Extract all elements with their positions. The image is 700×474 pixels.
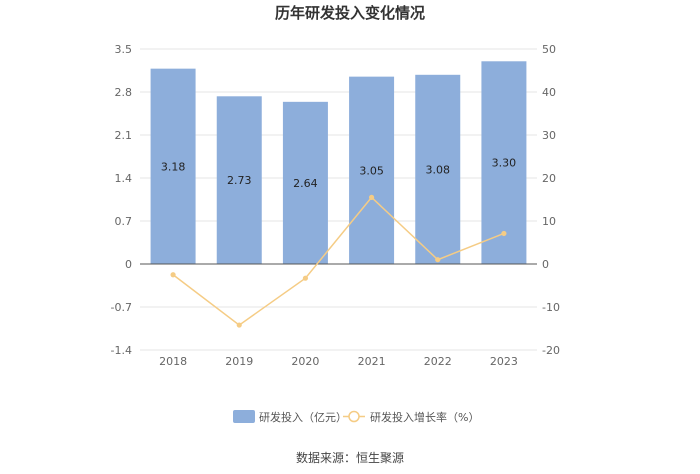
legend-bar-swatch[interactable] — [233, 410, 255, 423]
x-tick-label: 2019 — [225, 355, 253, 368]
growth-rate-point[interactable] — [170, 272, 176, 278]
grid-lines — [140, 48, 537, 351]
bar-value-label: 3.18 — [161, 160, 186, 173]
bar[interactable] — [150, 68, 196, 265]
bar-labels: 3.18 2.73 2.64 3.05 3.08 3.30 — [161, 157, 516, 190]
right-y-tick-label: 40 — [542, 86, 556, 99]
x-tick-label: 2021 — [358, 355, 386, 368]
left-y-tick-label: -1.4 — [111, 344, 132, 357]
bar[interactable] — [349, 76, 395, 265]
left-y-axis: 3.5 2.8 2.1 1.4 0.7 0 -0.7 -1.4 — [111, 43, 132, 357]
growth-rate-line — [172, 196, 505, 326]
x-tick-label: 2020 — [291, 355, 319, 368]
chart-title: 历年研发投入变化情况 — [275, 4, 425, 22]
left-y-tick-label: 0.7 — [115, 215, 133, 228]
bar-value-label: 3.05 — [359, 164, 384, 177]
data-source: 数据来源：恒生聚源 — [296, 450, 404, 465]
line-series — [170, 194, 507, 328]
growth-rate-point[interactable] — [435, 257, 441, 263]
right-y-tick-label: 20 — [542, 172, 556, 185]
bar-value-label: 3.30 — [492, 157, 517, 170]
x-axis: 2018 2019 2020 2021 2022 2023 — [159, 355, 518, 368]
legend[interactable]: 研发投入（亿元） 研发投入增长率（%） — [233, 410, 479, 424]
x-tick-label: 2023 — [490, 355, 518, 368]
left-y-tick-label: 2.1 — [115, 129, 133, 142]
right-y-tick-label: -10 — [542, 301, 560, 314]
growth-rate-point[interactable] — [302, 275, 309, 281]
bar-series — [140, 61, 537, 265]
bar-value-label: 2.64 — [293, 177, 318, 190]
left-y-tick-label: 0 — [125, 258, 132, 271]
bar-value-label: 3.08 — [426, 163, 451, 176]
left-y-tick-label: 2.8 — [115, 86, 133, 99]
right-y-tick-label: 0 — [542, 258, 549, 271]
bar-value-label: 2.73 — [227, 174, 252, 187]
bar[interactable] — [415, 74, 461, 264]
right-y-tick-label: -20 — [542, 344, 560, 357]
growth-rate-point[interactable] — [368, 194, 375, 200]
growth-rate-point[interactable] — [236, 322, 242, 328]
left-y-tick-label: 3.5 — [115, 43, 133, 56]
legend-bar-label[interactable]: 研发投入（亿元） — [259, 410, 347, 424]
right-y-axis: 50 40 30 20 10 0 -10 -20 — [542, 43, 560, 357]
x-tick-label: 2022 — [424, 355, 452, 368]
bar[interactable] — [481, 61, 527, 265]
legend-line-marker[interactable] — [348, 410, 360, 423]
bar[interactable] — [216, 96, 262, 264]
right-y-tick-label: 30 — [542, 129, 556, 142]
bar[interactable] — [282, 101, 328, 264]
left-y-tick-label: -0.7 — [111, 301, 132, 314]
left-y-tick-label: 1.4 — [115, 172, 133, 185]
right-y-tick-label: 50 — [542, 43, 556, 56]
legend-line-label[interactable]: 研发投入增长率（%） — [370, 410, 479, 424]
x-tick-label: 2018 — [159, 355, 187, 368]
growth-rate-point[interactable] — [501, 230, 507, 237]
right-y-tick-label: 10 — [542, 215, 556, 228]
